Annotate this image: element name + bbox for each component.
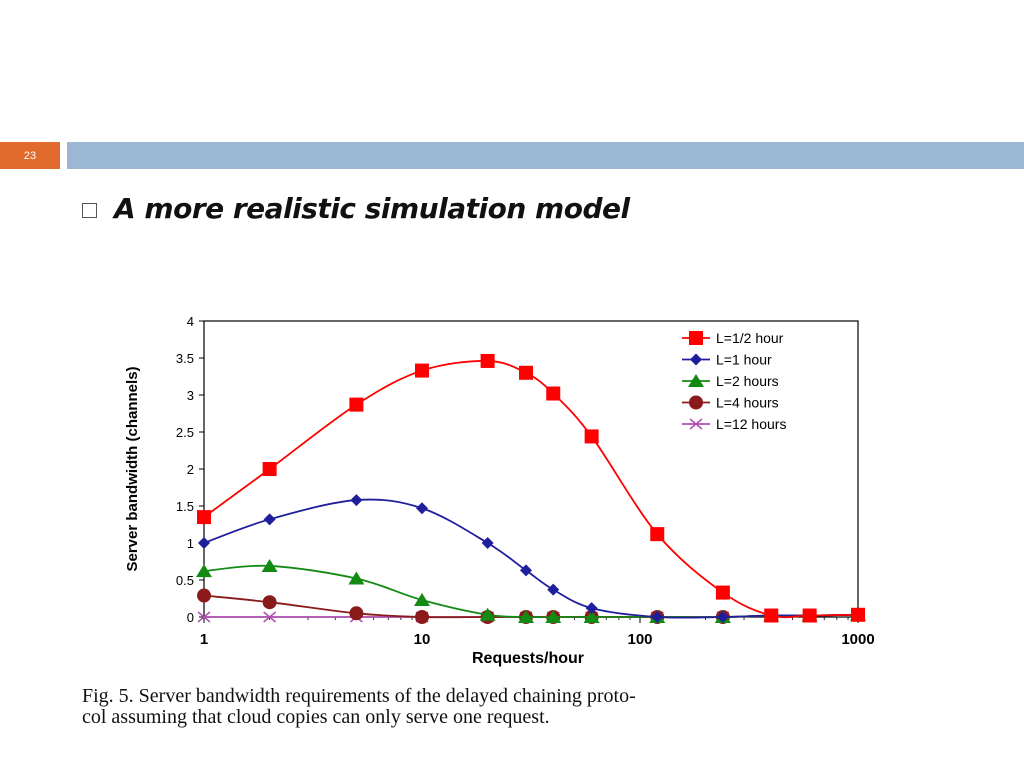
- x-tick-label: 1: [200, 631, 208, 648]
- x-axis-label: Requests/hour: [472, 650, 584, 667]
- y-tick-label: 0: [187, 610, 194, 625]
- data-point-l-4-hours: [262, 595, 277, 610]
- data-point-l-2-hours: [583, 610, 600, 623]
- legend-marker-l-1-2-hour: [689, 331, 703, 345]
- y-tick-label: 4: [187, 314, 194, 329]
- data-point-l-1-2-hour: [262, 462, 277, 476]
- data-point-l-2-hours: [196, 564, 212, 578]
- legend-marker-l-4-hours: [689, 395, 703, 410]
- data-point-l-2-hours: [518, 610, 535, 623]
- data-point-l-1-2-hour: [650, 527, 665, 542]
- data-point-l-1-2-hour: [584, 429, 599, 444]
- y-tick-label: 2.5: [176, 425, 194, 440]
- bullet-square-icon: [82, 203, 97, 218]
- bullet-text: A more realistic simulation model: [114, 192, 630, 225]
- x-tick-label: 1000: [841, 631, 874, 648]
- data-point-l-4-hours: [197, 588, 211, 603]
- series-line-l-1-hour: [203, 498, 859, 619]
- data-point-l-1-hour: [547, 583, 560, 596]
- data-point-l-2-hours: [479, 607, 496, 621]
- data-point-l-1-hour: [350, 494, 363, 507]
- data-point-l-1-2-hour: [197, 510, 211, 525]
- y-tick-label: 1: [187, 536, 194, 551]
- y-tick-label: 2: [187, 462, 194, 477]
- data-point-l-1-2-hour: [415, 363, 429, 378]
- data-point-l-2-hours: [414, 592, 430, 606]
- legend-label-l-1-2-hour: L=1/2 hour: [716, 330, 784, 346]
- y-tick-label: 3: [187, 388, 194, 403]
- caption-line-2: col assuming that cloud copies can only …: [82, 706, 550, 728]
- data-point-l-1-hour: [263, 513, 276, 526]
- bullet-item: A more realistic simulation model: [82, 192, 630, 225]
- data-point-l-2-hours: [545, 610, 562, 623]
- y-tick-label: 3.5: [176, 351, 194, 366]
- caption-line-1: Fig. 5. Server bandwidth requirements of…: [82, 685, 636, 707]
- y-tick-label: 0.5: [176, 573, 194, 588]
- data-point-l-1-hour: [651, 611, 664, 623]
- data-point-l-1-hour: [416, 502, 428, 515]
- slide-number: 23: [0, 142, 60, 169]
- data-point-l-1-hour: [716, 611, 729, 623]
- data-point-l-1-hour: [198, 537, 210, 549]
- data-point-l-4-hours: [415, 610, 429, 624]
- y-axis-label: Server bandwidth (channels): [124, 366, 141, 571]
- x-tick-label: 10: [414, 631, 431, 648]
- header-band: [67, 142, 1024, 169]
- data-point-l-2-hours: [261, 558, 278, 572]
- data-point-l-1-2-hour: [480, 353, 495, 368]
- y-tick-label: 1.5: [176, 499, 194, 514]
- data-point-l-12-hours: [197, 611, 211, 623]
- data-point-l-1-hour: [585, 602, 598, 615]
- legend-marker-l-2-hours: [688, 374, 704, 387]
- x-tick-label: 100: [627, 631, 652, 648]
- legend-label-l-12-hours: L=12 hours: [716, 416, 786, 432]
- data-point-l-12-hours: [263, 611, 277, 623]
- data-point-l-1-2-hour: [764, 608, 779, 623]
- data-point-l-1-2-hour: [349, 397, 364, 412]
- data-point-l-1-2-hour: [715, 585, 730, 600]
- legend-marker-l-12-hours: [689, 418, 703, 430]
- data-point-l-4-hours: [349, 606, 364, 621]
- data-point-l-1-2-hour: [851, 607, 865, 622]
- legend-label-l-1-hour: L=1 hour: [716, 352, 772, 368]
- data-point-l-1-hour: [481, 537, 494, 549]
- figure-caption: Fig. 5. Server bandwidth requirements of…: [82, 686, 922, 728]
- legend-marker-l-1-hour: [690, 353, 702, 366]
- data-point-l-1-hour: [520, 564, 533, 577]
- data-point-l-1-2-hour: [546, 386, 561, 401]
- data-point-l-1-2-hour: [802, 608, 817, 623]
- data-point-l-1-2-hour: [519, 365, 534, 380]
- data-point-l-2-hours: [348, 571, 365, 585]
- legend-label-l-2-hours: L=2 hours: [716, 373, 779, 389]
- legend-label-l-4-hours: L=4 hours: [716, 395, 779, 411]
